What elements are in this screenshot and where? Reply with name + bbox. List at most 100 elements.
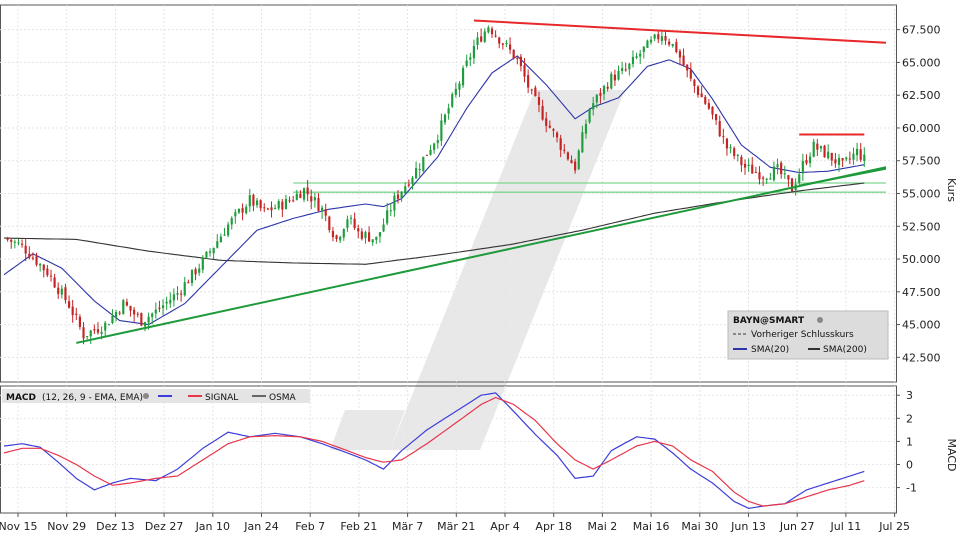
y-axis-macd: -1 0 1 2 3: [0, 389, 917, 495]
candle: [577, 148, 580, 171]
candle: [649, 35, 653, 45]
candle-body: [313, 197, 316, 201]
candle: [154, 302, 157, 319]
candle: [10, 239, 13, 249]
candle-body: [266, 208, 269, 210]
candle-body: [584, 124, 588, 134]
candle: [71, 299, 74, 323]
candle-body: [75, 313, 78, 315]
candle-body: [563, 149, 566, 151]
candle-body: [237, 208, 241, 213]
candle: [599, 88, 602, 104]
candle: [447, 103, 450, 120]
candle: [512, 49, 515, 60]
candle: [151, 312, 154, 325]
candle-body: [299, 193, 302, 199]
candle-body: [194, 269, 197, 275]
candle-body: [610, 73, 613, 89]
candle-body: [671, 43, 674, 46]
candle-body: [306, 187, 309, 195]
candle: [653, 33, 656, 42]
sma20-line: [3, 55, 865, 326]
candle-body: [346, 219, 349, 228]
candle-body: [245, 206, 248, 214]
candle-body: [371, 239, 374, 243]
candle-body: [855, 148, 859, 156]
y-tick-label: 57.500: [902, 155, 941, 168]
candle: [631, 50, 635, 68]
candle: [863, 147, 866, 167]
candle-body: [274, 207, 277, 209]
candle-body: [555, 132, 559, 138]
candle: [642, 46, 645, 59]
candle: [743, 159, 747, 175]
legend-box: [727, 310, 889, 360]
info-icon[interactable]: [817, 317, 823, 323]
candle-body: [270, 207, 273, 211]
candle-body: [707, 103, 710, 109]
candle: [172, 288, 175, 307]
candle: [548, 120, 551, 129]
candle: [321, 205, 324, 219]
candle: [541, 99, 544, 121]
candle: [266, 207, 269, 211]
candle: [342, 228, 345, 241]
candle: [613, 69, 616, 87]
candle: [393, 192, 396, 217]
x-tick-label: Dez 27: [145, 520, 184, 533]
candle-body: [440, 120, 443, 141]
candle: [118, 310, 121, 316]
candle-body: [404, 186, 407, 194]
legend-sma200: SMA(200): [823, 345, 867, 355]
candle: [317, 193, 320, 212]
candle-body: [519, 56, 522, 67]
candle: [621, 61, 624, 75]
macd-info-icon[interactable]: [143, 393, 149, 399]
candle: [75, 307, 78, 320]
candle-body: [747, 164, 750, 167]
candle: [53, 273, 56, 289]
candle: [295, 189, 298, 201]
candle-body: [537, 96, 541, 105]
candle: [516, 56, 519, 65]
candle: [740, 154, 743, 172]
candle: [574, 158, 577, 174]
candle-body: [158, 307, 161, 309]
candle-body: [631, 56, 635, 65]
candle-body: [248, 195, 251, 207]
candle-body: [501, 43, 504, 45]
watermark-foot: [330, 410, 405, 450]
x-tick-label: Apr 4: [490, 520, 520, 533]
candle-body: [331, 230, 335, 238]
trendline: [76, 166, 887, 344]
candle-body: [722, 136, 725, 138]
candle: [809, 152, 812, 168]
candle: [183, 276, 186, 297]
y-tick-label: 42.500: [902, 351, 941, 364]
candle-body: [830, 152, 833, 161]
candle: [201, 255, 204, 273]
candle-body: [675, 42, 678, 53]
candle: [216, 234, 219, 249]
y-tick-label: 45.000: [902, 319, 941, 332]
candle-body: [259, 200, 262, 209]
macd-legend: MACD (12, 26, 9 - EMA, EMA) SIGNAL OSMA: [2, 389, 310, 403]
candle: [592, 96, 595, 116]
candle-body: [664, 36, 667, 41]
x-tick-label: Jul 25: [878, 520, 910, 533]
candle-body: [819, 146, 823, 149]
candle-body: [212, 247, 215, 254]
candle: [133, 307, 136, 322]
candle: [78, 314, 81, 330]
candle: [852, 147, 855, 165]
candle-body: [122, 300, 125, 315]
candle: [28, 246, 31, 260]
candle: [494, 30, 497, 38]
macd-legend-osma: OSMA: [269, 393, 297, 403]
candle: [165, 296, 168, 310]
candle: [353, 212, 356, 231]
candle: [375, 236, 378, 244]
candle-body: [205, 251, 208, 258]
macd-legend-label: MACD: [6, 393, 36, 403]
candle-body: [696, 86, 700, 96]
